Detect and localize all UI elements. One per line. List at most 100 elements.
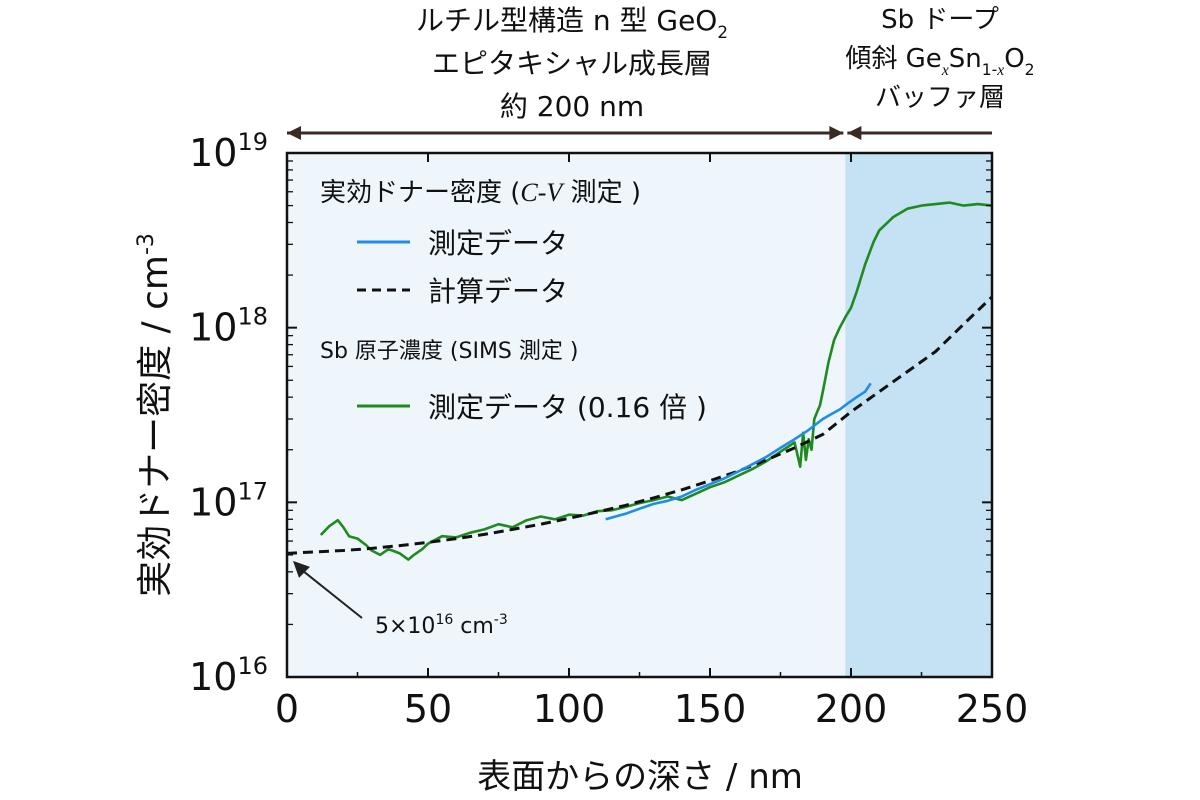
annotation-group: 5×1016 cm-3 [293,560,508,639]
series-3-point [816,411,818,413]
series-2-point [625,505,627,507]
series-3-point [365,544,367,546]
series-3-point [329,525,331,527]
series-3-point [805,459,807,461]
epilayer-label-line-1: ルチル型構造 n 型 GeO2 [416,4,728,42]
legend-entry-sims: 測定データ (0.16 倍 ) [428,391,707,424]
series-3-point [709,486,711,488]
x-axis-label: 表面からの深さ / nm [477,757,803,797]
buffer-arrow-left-head [847,126,862,140]
series-3-point [667,496,669,498]
series-2-point [427,542,429,544]
series-3-point [799,466,801,468]
series-3-point [441,535,443,537]
epilayer-arrow-right-head [829,126,844,140]
series-1-point [822,418,824,420]
series-1-point [752,464,754,466]
series-3-point [828,362,830,364]
series-1-point [737,471,739,473]
series-2-point [794,447,796,449]
series-3-point [582,515,584,517]
series-2-point [681,489,683,491]
buffer-arrow [847,126,992,140]
epilayer-arrow-left-head [287,126,301,140]
series-3-point [845,316,847,318]
series-3-point [568,514,570,516]
series-2-point [314,551,316,553]
series-1-point [808,429,810,431]
legend-group1-title: 実効ドナー密度 (C-V 測定 ) [320,178,641,208]
series-2-point [399,545,401,547]
series-2-point [540,523,542,525]
series-2-point [653,497,655,499]
series-1-point [639,508,641,510]
series-1-point [870,383,872,385]
series-1-point [766,456,768,458]
series-1-point [653,503,655,505]
series-3-point [850,307,852,309]
series-3-point [893,216,895,218]
series-3-point [540,516,542,518]
y-tick-label: 1019 [189,128,268,175]
x-tick-label: 150 [674,687,747,731]
series-3-point [526,519,528,521]
series-3-point [921,205,923,207]
x-tick-label: 250 [956,687,1029,731]
series-3-point [422,548,424,550]
series-2-point [512,529,514,531]
series-3-point [337,519,339,521]
series-2-point [907,371,909,373]
region-backgrounds [287,153,992,677]
legend-group2-title: Sb 原子濃度 (SIMS 測定 ) [320,339,578,364]
x-tick-label: 100 [533,687,606,731]
series-1-point [794,438,796,440]
series-3-point [408,559,410,561]
buffer-label-line-3: バッファ層 [875,83,1005,113]
series-2-point [371,548,373,550]
series-3-point [819,404,821,406]
series-2-point [343,550,345,552]
series-3-point [413,554,415,556]
series-3-point [752,468,754,470]
series-3-point [695,493,697,495]
y-tick-label: 1017 [189,477,268,524]
series-3-point [357,538,359,540]
series-3-point [935,203,937,205]
x-tick-label: 0 [275,687,299,731]
epilayer-label-line-3: 約 200 nm [500,90,644,123]
series-3-point [907,208,909,210]
series-1-point [681,496,683,498]
series-1-point [667,500,669,502]
series-2-point [709,480,711,482]
series-3-point [856,291,858,293]
series-3-point [681,499,683,501]
series-1-point [831,413,833,415]
series-line-3 [319,201,992,561]
series-1-point [780,447,782,449]
series-group [287,201,992,561]
y-tick-label: 1016 [189,652,268,699]
series-1-point [856,396,858,398]
series-3-point [388,548,390,550]
series-2-point [766,459,768,461]
series-2-point [935,351,937,353]
series-3-point [470,532,472,534]
buffer-label-line-2: 傾斜 GexSn1-xO2 [845,44,1034,79]
series-1-point [723,478,725,480]
series-2-point [568,518,570,520]
series-3-point [873,241,875,243]
series-3-point [379,554,381,556]
series-2-point [878,391,880,393]
series-3-point [348,535,350,537]
series-3-point [878,230,880,232]
series-3-point [737,475,739,477]
series-3-point [399,553,401,555]
series-2-point [963,323,965,325]
annotation-arrow-head [293,560,310,578]
series-3-point [498,523,500,525]
series-3-point [811,449,813,451]
series-3-point [554,519,556,521]
series-2-point [596,511,598,513]
